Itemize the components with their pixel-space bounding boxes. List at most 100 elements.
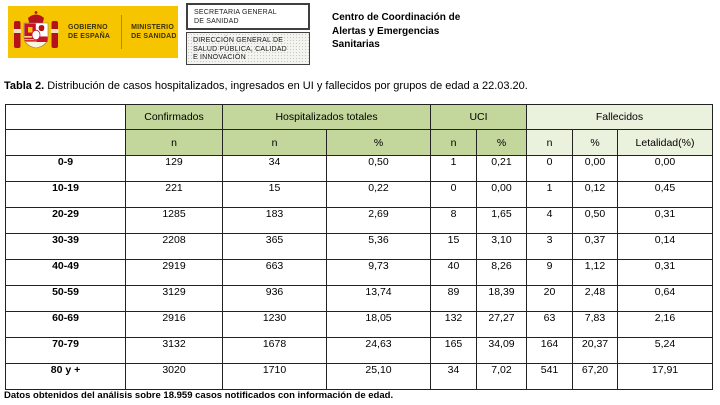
column-group-confirmados: Confirmados	[125, 104, 223, 130]
table-cell: 5,36	[325, 233, 432, 260]
table-cell: 183	[222, 207, 327, 234]
age-distribution-table: Confirmados Hospitalizados totales UCI F…	[5, 104, 714, 390]
table-cell: 34	[222, 155, 327, 182]
subheader-uci-pct: %	[476, 129, 528, 156]
table-cell: 1,12	[572, 259, 619, 286]
table-cell: 18,39	[476, 285, 528, 312]
table-row: 30-39 2208 365 5,36 15 3,10 3 0,37 0,14	[5, 233, 714, 260]
table-row: 60-69 2916 1230 18,05 132 27,27 63 7,83 …	[5, 311, 714, 338]
table-cell: 34,09	[476, 337, 528, 364]
gobierno-banner: GOBIERNO DE ESPAÑA MINISTERIO DE SANIDAD	[8, 6, 178, 58]
table-cell: 0,12	[572, 181, 619, 208]
table-cell: 0,31	[617, 207, 714, 234]
age-cell: 80 y +	[5, 363, 126, 390]
table-cell: 0,64	[617, 285, 714, 312]
table-cell: 40	[430, 259, 478, 286]
table-cell: 63	[526, 311, 574, 338]
table-caption-label: Tabla 2.	[4, 80, 45, 92]
table-cell: 2919	[125, 259, 223, 286]
table-cell: 129	[125, 155, 223, 182]
table-cell: 2,16	[617, 311, 714, 338]
table-cell: 936	[222, 285, 327, 312]
table-cell: 9	[526, 259, 574, 286]
table-cell: 15	[430, 233, 478, 260]
column-group-fallecidos: Fallecidos	[526, 104, 714, 130]
table-cell: 3020	[125, 363, 223, 390]
table-cell: 132	[430, 311, 478, 338]
table-cell: 3,10	[476, 233, 528, 260]
table-cell: 1,65	[476, 207, 528, 234]
table-cell: 1678	[222, 337, 327, 364]
table-cell: 365	[222, 233, 327, 260]
table-cell: 5,24	[617, 337, 714, 364]
banner-divider	[121, 15, 123, 49]
table-caption-text: Distribución de casos hospitalizados, in…	[47, 80, 528, 92]
age-cell: 30-39	[5, 233, 126, 260]
table-cell: 9,73	[325, 259, 432, 286]
table-cell: 20	[526, 285, 574, 312]
age-cell: 20-29	[5, 207, 126, 234]
age-cell: 10-19	[5, 181, 126, 208]
table-cell: 0,50	[572, 207, 619, 234]
gobierno-de-espana-label: GOBIERNO DE ESPAÑA	[68, 24, 111, 40]
table-cell: 0,37	[572, 233, 619, 260]
table-row: 10-19 221 15 0,22 0 0,00 1 0,12 0,45	[5, 181, 714, 208]
table-cell: 0,45	[617, 181, 714, 208]
table-cell: 17,91	[617, 363, 714, 390]
table-row: 70-79 3132 1678 24,63 165 34,09 164 20,3…	[5, 337, 714, 364]
table-cell: 0,22	[325, 181, 432, 208]
table-cell: 3129	[125, 285, 223, 312]
table-cell: 2916	[125, 311, 223, 338]
table-cell: 0,31	[617, 259, 714, 286]
direccion-general-box: DIRECCIÓN GENERAL DE SALUD PÚBLICA, CALI…	[186, 32, 310, 65]
table-cell: 221	[125, 181, 223, 208]
age-cell: 50-59	[5, 285, 126, 312]
table-cell: 2,48	[572, 285, 619, 312]
table-row: 50-59 3129 936 13,74 89 18,39 20 2,48 0,…	[5, 285, 714, 312]
table-cell: 4	[526, 207, 574, 234]
table-cell: 0,00	[572, 155, 619, 182]
subheader-hosp-n: n	[222, 129, 327, 156]
corner-blank-cell	[5, 129, 126, 156]
table-row: 80 y + 3020 1710 25,10 34 7,02 541 67,20…	[5, 363, 714, 390]
table-cell: 0	[430, 181, 478, 208]
table-cell: 1710	[222, 363, 327, 390]
corner-blank-cell	[5, 104, 126, 130]
table-cell: 541	[526, 363, 574, 390]
subheader-uci-n: n	[430, 129, 478, 156]
table-row: 40-49 2919 663 9,73 40 8,26 9 1,12 0,31	[5, 259, 714, 286]
table-cell: 663	[222, 259, 327, 286]
age-cell: 60-69	[5, 311, 126, 338]
table-cell: 7,83	[572, 311, 619, 338]
table-cell: 8	[430, 207, 478, 234]
table-caption: Tabla 2. Distribución de casos hospitali…	[4, 80, 528, 92]
table-cell: 3	[526, 233, 574, 260]
secretaria-general-box: SECRETARIA GENERAL DE SANIDAD	[186, 3, 310, 30]
table-cell: 7,02	[476, 363, 528, 390]
table-cell: 25,10	[325, 363, 432, 390]
table-cell: 2208	[125, 233, 223, 260]
subheader-letalidad: Letalidad(%)	[617, 129, 714, 156]
table-cell: 67,20	[572, 363, 619, 390]
table-cell: 165	[430, 337, 478, 364]
centro-coordinacion-title: Centro de Coordinación de Alertas y Emer…	[332, 12, 461, 50]
footnote: Datos obtenidos del análisis sobre 18.95…	[4, 390, 394, 401]
table-cell: 1285	[125, 207, 223, 234]
age-cell: 40-49	[5, 259, 126, 286]
column-group-hospitalizados: Hospitalizados totales	[221, 104, 432, 130]
age-cell: 0-9	[5, 155, 126, 182]
group-header-row: Confirmados Hospitalizados totales UCI F…	[5, 104, 714, 130]
table-cell: 27,27	[476, 311, 528, 338]
table-cell: 2,69	[325, 207, 432, 234]
subheader-confirmados-n: n	[125, 129, 223, 156]
table-cell: 0	[526, 155, 574, 182]
table-cell: 15	[222, 181, 327, 208]
table-cell: 0,00	[476, 181, 528, 208]
table-cell: 8,26	[476, 259, 528, 286]
table-row: 0-9 129 34 0,50 1 0,21 0 0,00 0,00	[5, 155, 714, 182]
table-cell: 1230	[222, 311, 327, 338]
table-cell: 34	[430, 363, 478, 390]
table-cell: 1	[526, 181, 574, 208]
table-cell: 24,63	[325, 337, 432, 364]
